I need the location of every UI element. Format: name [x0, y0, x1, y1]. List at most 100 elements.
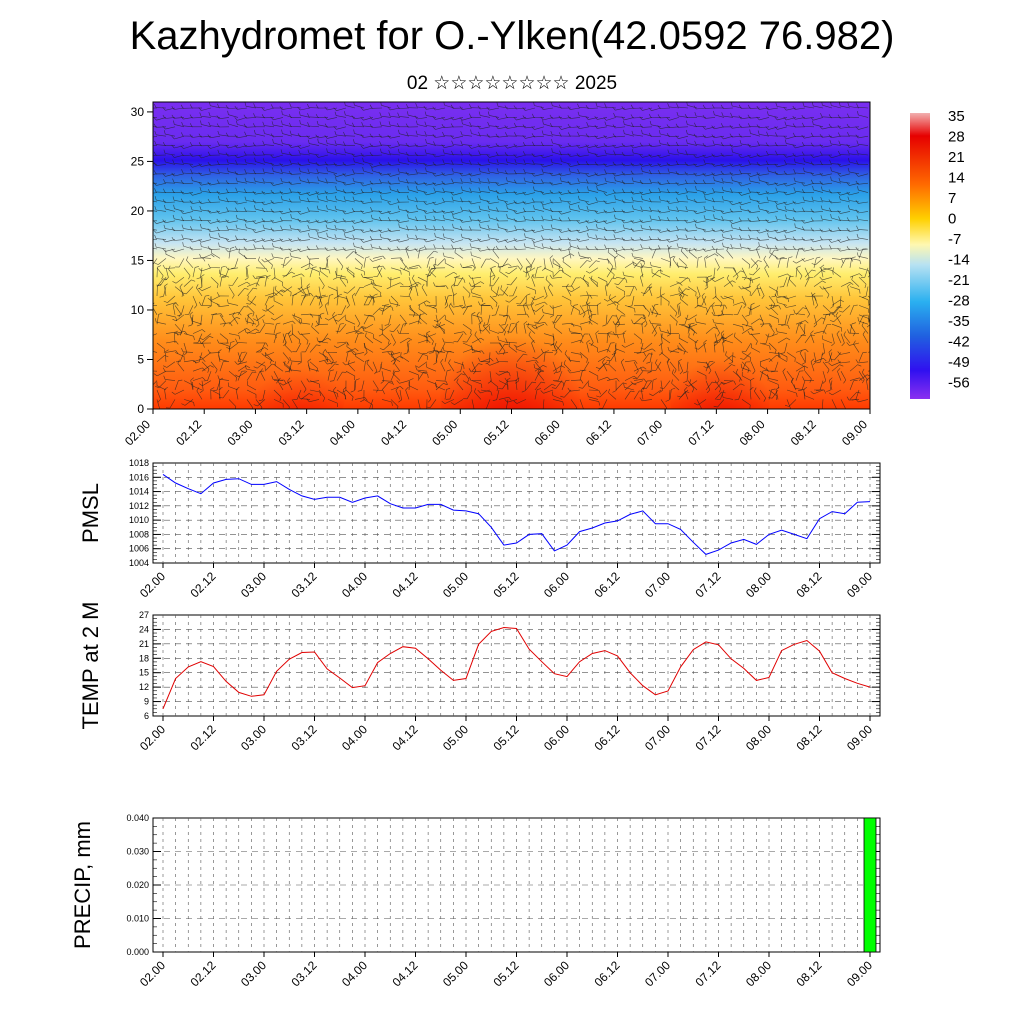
wind-barb [516, 371, 519, 382]
wind-barb-flag [801, 362, 806, 365]
wind-barb [552, 151, 563, 156]
wind-barb [678, 152, 689, 156]
wind-barb-flag [720, 336, 725, 340]
wind-barb-flag [640, 274, 644, 278]
wind-barb [840, 281, 851, 287]
wind-barb [453, 192, 464, 196]
wind-barb [426, 228, 437, 231]
wind-barb [688, 327, 698, 334]
wind-barb-flag [770, 303, 773, 308]
wind-barb-flag [432, 201, 436, 206]
wind-barb [290, 211, 302, 213]
wind-barb-flag [347, 350, 352, 353]
wind-barb [291, 256, 302, 259]
wind-barb [633, 134, 644, 137]
wind-barb [749, 220, 761, 222]
wind-barb [515, 323, 518, 334]
wind-barb [849, 286, 860, 290]
wind-barb-flag [495, 302, 498, 307]
wind-barb [408, 281, 419, 287]
wind-barb [570, 107, 581, 110]
wind-barb [651, 218, 662, 222]
wind-barb-flag [454, 248, 456, 253]
wind-barb-flag [145, 180, 147, 184]
wind-barb-flag [766, 196, 769, 201]
wind-barb [381, 211, 392, 214]
wind-barb-flag [198, 287, 203, 291]
wind-barb-flag [747, 247, 751, 251]
wind-barb-flag [522, 200, 526, 205]
wind-barb [235, 389, 239, 400]
wind-barb [300, 286, 311, 291]
wind-barb [273, 182, 284, 186]
wind-barb-flag [594, 210, 598, 214]
wind-barb [327, 181, 338, 184]
wind-barb-flag [153, 151, 157, 156]
wind-barb [353, 229, 365, 231]
wind-barb-flag [243, 123, 247, 128]
wind-barb-flag [407, 157, 409, 162]
wind-barb-flag [379, 348, 384, 351]
wind-barb [192, 239, 203, 243]
wind-barb [299, 398, 311, 400]
wind-barb-flag [333, 345, 338, 349]
wind-barb [741, 352, 751, 358]
wind-barb [731, 191, 743, 193]
wind-barb [570, 352, 581, 355]
wind-barb [839, 117, 851, 119]
wind-barb-flag [533, 205, 535, 210]
wind-barb [741, 323, 752, 328]
wind-barb-flag [641, 129, 643, 134]
wind-barb [318, 295, 329, 299]
wind-barb [192, 209, 203, 212]
wind-barb-flag [658, 390, 663, 394]
wind-barb-flag [153, 182, 157, 186]
wind-barb-flag [675, 216, 679, 221]
wind-barb-flag [567, 163, 571, 167]
wind-barb-flag [847, 167, 850, 172]
wind-barb [326, 257, 329, 268]
wind-barb-flag [527, 322, 529, 327]
wind-barb [399, 267, 410, 273]
wind-barb-flag [560, 157, 562, 162]
wind-barb [281, 229, 293, 231]
wind-barb [777, 337, 787, 344]
wind-barb [606, 342, 611, 353]
wind-barb-flag [217, 141, 220, 146]
wind-barb-flag [243, 218, 247, 223]
wind-barb [153, 239, 158, 240]
wind-barb [579, 239, 590, 242]
wind-barb [333, 371, 338, 381]
wind-barb-flag [811, 102, 814, 106]
wind-barb-flag [810, 172, 814, 176]
wind-barb-flag [702, 104, 706, 109]
wind-barb [264, 292, 275, 297]
wind-barb [377, 268, 383, 278]
wind-barb [795, 313, 806, 316]
wind-barb-flag [848, 158, 850, 163]
wind-barb [543, 342, 554, 345]
wind-barb [254, 247, 266, 250]
wind-barb [426, 367, 437, 372]
wind-barb-flag [243, 114, 247, 119]
wind-barb [390, 386, 401, 391]
wind-barb-flag [235, 214, 238, 219]
wind-barb-flag [848, 205, 850, 210]
wind-barb [393, 324, 401, 332]
wind-barb [759, 164, 770, 166]
wind-barb [740, 135, 752, 138]
wind-barb-flag [531, 274, 535, 279]
wind-barb-flag [290, 292, 292, 297]
wind-barb [345, 182, 356, 186]
wind-barb-flag [415, 197, 418, 202]
wind-barb [582, 380, 590, 389]
wind-barb [784, 342, 788, 353]
wind-barb-flag [675, 123, 679, 128]
wind-barb [498, 263, 509, 269]
wind-barb-flag [522, 141, 526, 146]
wind-barb-flag [378, 210, 382, 214]
wind-barb [777, 229, 788, 234]
wind-barb [156, 342, 166, 350]
wind-barb [489, 171, 500, 175]
wind-barb-flag [632, 205, 634, 210]
